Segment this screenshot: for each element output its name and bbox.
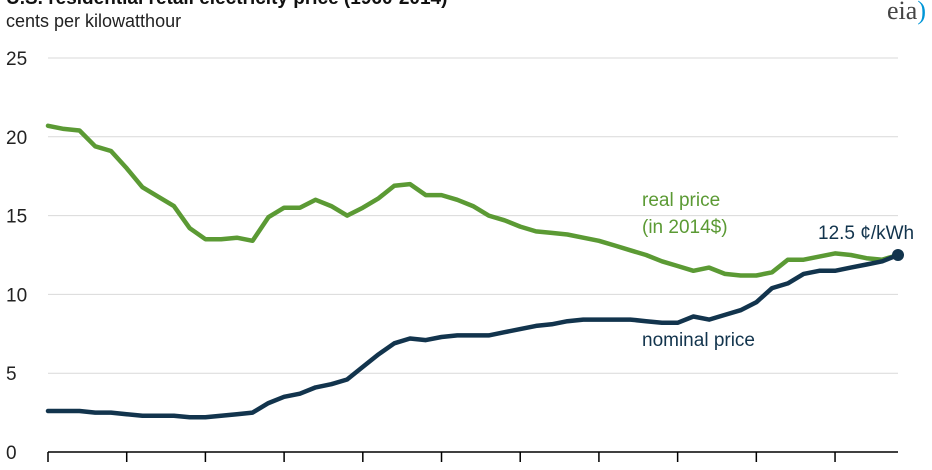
end-point-marker xyxy=(892,249,904,261)
end-value-label: 12.5 ¢/kWh xyxy=(818,223,914,244)
gridlines xyxy=(48,57,898,374)
nominal-price-line xyxy=(45,252,901,420)
y-tick-label-20: 20 xyxy=(6,128,27,149)
real-price-sublabel: (in 2014$) xyxy=(642,217,728,238)
logo-swoosh-icon: ) xyxy=(917,0,926,25)
chart-subtitle: cents per kilowatthour xyxy=(6,11,182,31)
y-tick-label-15: 15 xyxy=(6,207,27,228)
real-price-label: real price xyxy=(642,190,720,211)
eia-logo: eia) xyxy=(887,0,926,26)
chart-title: U.S. residential retail electricity pric… xyxy=(6,0,447,10)
nominal-price-label: nominal price xyxy=(642,330,755,351)
y-tick-label-0: 0 xyxy=(6,443,17,464)
series-lines xyxy=(45,123,904,420)
y-tick-label-5: 5 xyxy=(6,364,17,385)
y-tick-label-25: 25 xyxy=(6,49,27,70)
real-price-line xyxy=(45,123,901,278)
x-axis xyxy=(47,451,898,462)
y-axis-ticks: 0 5 10 15 20 25 xyxy=(6,49,27,464)
eia-logo-text: eia xyxy=(887,0,918,25)
y-tick-label-10: 10 xyxy=(6,285,27,306)
